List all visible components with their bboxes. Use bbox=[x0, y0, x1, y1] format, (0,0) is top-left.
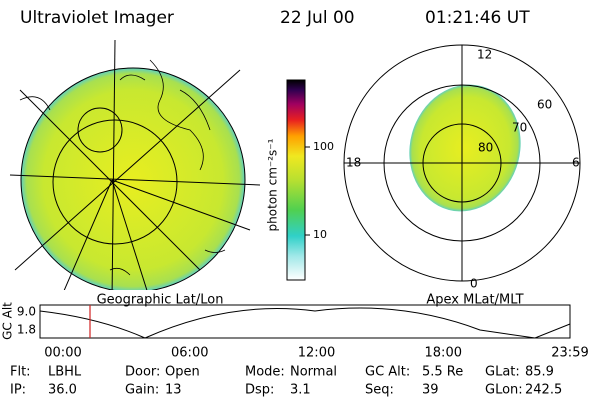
mlt-label: 18 bbox=[346, 156, 361, 170]
info-value: 36.0 bbox=[48, 383, 77, 398]
altitude-plot bbox=[39, 304, 571, 339]
polar-image bbox=[343, 44, 581, 282]
info-key: Dsp: bbox=[245, 383, 274, 398]
info-value: 242.5 bbox=[525, 383, 562, 398]
colorbar-tick: 10 bbox=[313, 228, 327, 241]
info-key: GLon: bbox=[485, 383, 523, 398]
info-key: Mode: bbox=[245, 365, 285, 380]
info-key: Seq: bbox=[365, 383, 394, 398]
mlat-label: 80 bbox=[478, 141, 493, 155]
mlat-label: 60 bbox=[537, 98, 552, 112]
altitude-ytick: 1.8 bbox=[17, 323, 36, 337]
geographic-image bbox=[9, 39, 261, 290]
mlt-label: 6 bbox=[572, 156, 580, 170]
time: 01:21:46 UT bbox=[425, 8, 530, 28]
right-caption: Apex MLat/MLT bbox=[426, 293, 523, 308]
time-tick-label: 12:00 bbox=[298, 346, 335, 361]
mlt-label: 0 bbox=[470, 277, 478, 291]
info-value: Normal bbox=[290, 365, 337, 380]
info-key: GLat: bbox=[485, 365, 520, 380]
time-tick-label: 06:00 bbox=[171, 346, 208, 361]
title: Ultraviolet Imager bbox=[20, 8, 174, 28]
date: 22 Jul 00 bbox=[280, 8, 355, 28]
info-value: Open bbox=[165, 365, 200, 380]
altitude-ytick: 9.0 bbox=[17, 305, 36, 319]
time-tick-label: 18:00 bbox=[425, 346, 462, 361]
info-value: 3.1 bbox=[290, 383, 311, 398]
colorbar-tick: 100 bbox=[313, 140, 334, 153]
info-value: 85.9 bbox=[525, 365, 554, 380]
info-key: Gain: bbox=[125, 383, 159, 398]
altitude-ylabel: GC Alt bbox=[1, 302, 15, 340]
colorbar-label: photon cm⁻²s⁻¹ bbox=[266, 138, 280, 231]
info-value: LBHL bbox=[48, 365, 82, 380]
mlt-label: 12 bbox=[477, 48, 492, 62]
info-value: 39 bbox=[422, 383, 439, 398]
info-key: GC Alt: bbox=[365, 365, 410, 380]
info-key: Flt: bbox=[10, 365, 31, 380]
time-tick-label: 23:59 bbox=[551, 346, 588, 361]
mlat-label: 70 bbox=[512, 121, 527, 135]
info-value: 13 bbox=[165, 383, 182, 398]
info-value: 5.5 Re bbox=[422, 365, 463, 380]
time-tick-label: 00:00 bbox=[44, 346, 81, 361]
info-key: IP: bbox=[10, 383, 26, 398]
left-caption: Geographic Lat/Lon bbox=[97, 293, 224, 308]
colorbar bbox=[286, 79, 306, 281]
info-key: Door: bbox=[125, 365, 160, 380]
